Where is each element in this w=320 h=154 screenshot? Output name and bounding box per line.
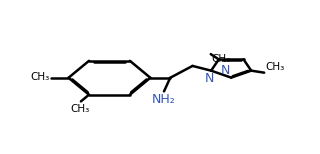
Text: CH₃: CH₃ xyxy=(265,62,284,72)
Text: N: N xyxy=(205,72,215,85)
Text: N: N xyxy=(220,64,230,77)
Text: CH₃: CH₃ xyxy=(31,72,50,82)
Text: CH₃: CH₃ xyxy=(71,104,90,114)
Text: CH₃: CH₃ xyxy=(212,55,231,65)
Text: NH₂: NH₂ xyxy=(152,93,176,106)
